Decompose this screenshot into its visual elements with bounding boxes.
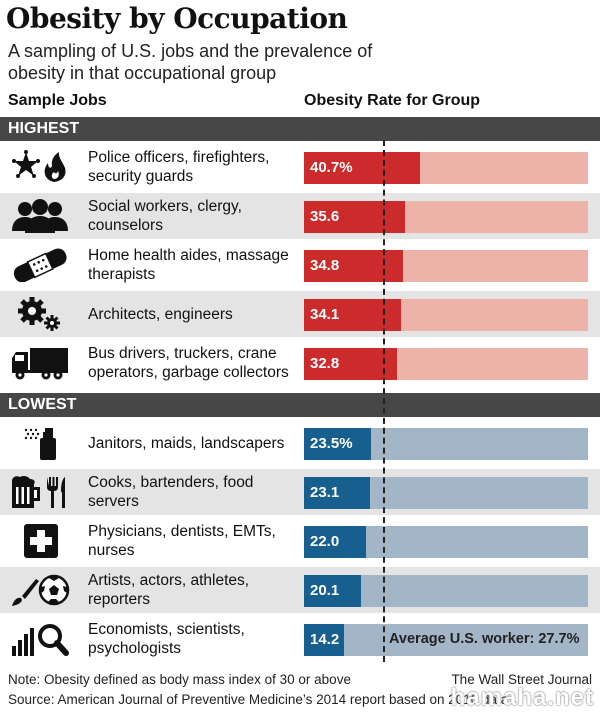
bar [304, 348, 398, 380]
bandage-icon [10, 248, 70, 282]
bar-value-label: 34.8 [310, 257, 340, 274]
bar-value-label: 40.7% [310, 159, 353, 176]
bar-track: 35.6 [304, 201, 588, 233]
average-reference-label: Average U.S. worker: 27.7% [386, 628, 583, 650]
table-row: Bus drivers, truckers, crane operators, … [0, 340, 600, 386]
spray-bottle-icon [10, 426, 70, 460]
bar [304, 575, 362, 607]
source-note: Source: American Journal of Preventive M… [8, 692, 509, 707]
chart-subtitle: A sampling of U.S. jobs and the prevalen… [8, 41, 373, 83]
table-row: Home health aides, massage therapists 34.… [0, 242, 600, 288]
bar-value-label: 23.5% [310, 435, 353, 452]
bar-track: 22.0 [304, 526, 588, 558]
bar-value-label: 34.1 [310, 306, 340, 323]
row-label: Economists, scientists, psychologists [88, 621, 245, 657]
table-row: Janitors, maids, landscapers 23.5% [0, 420, 600, 466]
row-label: Home health aides, massage therapists [88, 247, 289, 283]
gears-icon [10, 297, 70, 331]
row-label: Social workers, clergy, counselors [88, 198, 242, 234]
section-header-highest: HIGHEST [0, 117, 600, 141]
row-label: Artists, actors, athletes, reporters [88, 572, 250, 608]
bar-track: 20.1 [304, 575, 588, 607]
bar-track: 23.5% [304, 428, 588, 460]
bar-track: 34.8 [304, 250, 588, 282]
row-label: Physicians, dentists, EMTs, nurses [88, 523, 276, 559]
table-row: Artists, actors, athletes, reporters 20.1 [0, 567, 600, 613]
bar [304, 152, 420, 184]
people-group-icon [10, 199, 70, 233]
row-label: Cooks, bartenders, food servers [88, 474, 254, 510]
table-row: Architects, engineers 34.1 [0, 291, 600, 337]
bar-track: 34.1 [304, 299, 588, 331]
beer-fork-knife-icon [10, 475, 70, 509]
bar-value-label: 23.1 [310, 484, 340, 501]
watermark: hamaha.net [450, 684, 594, 711]
police-star-flame-icon [10, 150, 70, 184]
footnote: Note: Obesity defined as body mass index… [8, 672, 351, 687]
row-label: Janitors, maids, landscapers [88, 435, 285, 452]
bar [304, 526, 367, 558]
truck-icon [10, 346, 70, 380]
row-label: Police officers, firefighters, security … [88, 149, 270, 185]
table-row: Social workers, clergy, counselors 35.6 [0, 193, 600, 239]
table-row: Cooks, bartenders, food servers 23.1 [0, 469, 600, 515]
chart-title: Obesity by Occupation [6, 2, 348, 35]
section-header-lowest: LOWEST [0, 393, 600, 417]
chart-magnifier-icon [10, 622, 70, 656]
bar-value-label: 14.2 [310, 631, 340, 648]
bar-value-label: 22.0 [310, 533, 340, 550]
bar-track: 40.7% [304, 152, 588, 184]
column-header-jobs: Sample Jobs [8, 92, 107, 109]
table-row: Police officers, firefighters, security … [0, 144, 600, 190]
credit: The Wall Street Journal [451, 672, 592, 687]
bar [304, 477, 370, 509]
bar [304, 624, 345, 656]
bar-track: 23.1 [304, 477, 588, 509]
bar-track: 32.8 [304, 348, 588, 380]
average-reference-line [382, 140, 385, 662]
column-header-rate: Obesity Rate for Group [304, 92, 481, 109]
bar [304, 299, 401, 331]
row-label: Bus drivers, truckers, crane operators, … [88, 345, 289, 381]
bar [304, 428, 371, 460]
row-label: Architects, engineers [88, 306, 233, 323]
table-row: Physicians, dentists, EMTs, nurses 22.0 [0, 518, 600, 564]
bar [304, 250, 403, 282]
bar-value-label: 20.1 [310, 582, 340, 599]
table-row: Economists, scientists, psychologists 14.… [0, 616, 600, 662]
brush-ball-icon [10, 573, 70, 607]
medical-cross-icon [10, 524, 70, 558]
bar [304, 201, 406, 233]
bar-value-label: 35.6 [310, 208, 340, 225]
bar-value-label: 32.8 [310, 355, 340, 372]
